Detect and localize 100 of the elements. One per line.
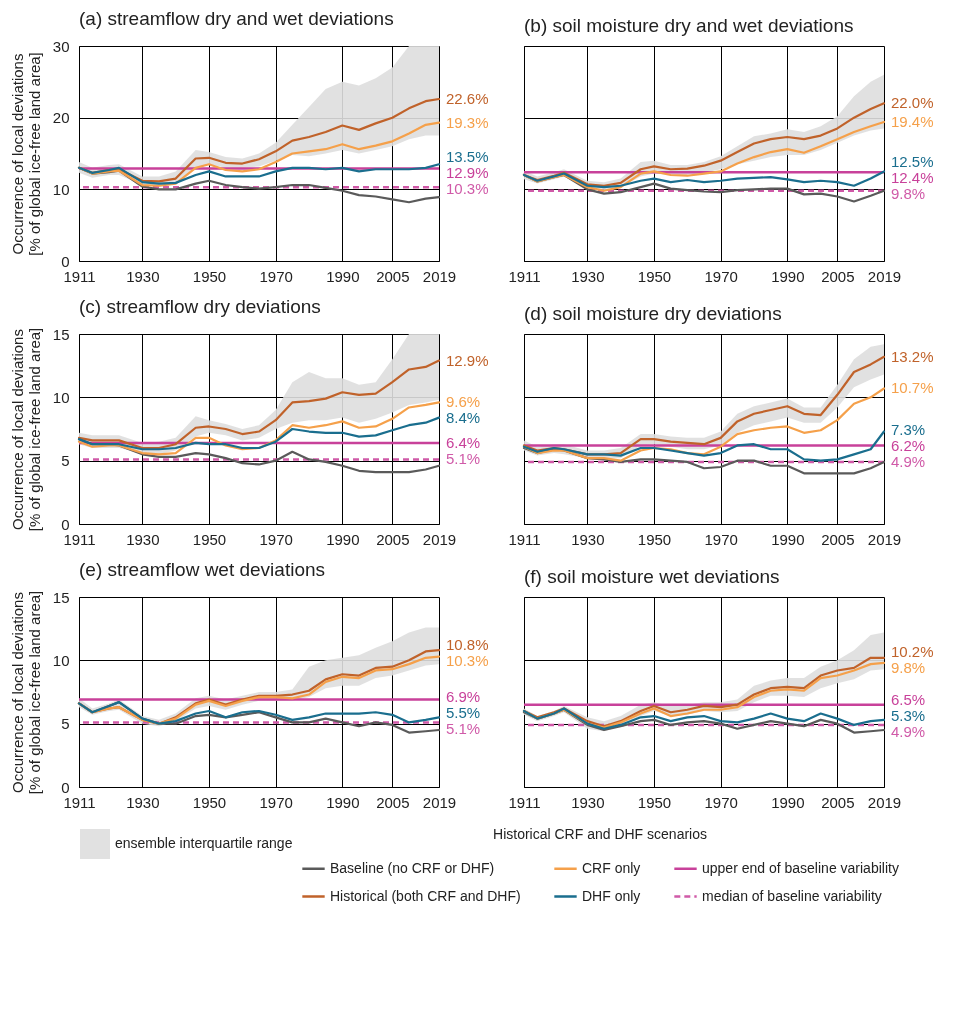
legend-label: upper end of baseline variability bbox=[702, 859, 899, 876]
y-tick-label: 10 bbox=[52, 651, 70, 669]
data-label: 5.5% bbox=[446, 704, 481, 722]
y-tick-label: 15 bbox=[52, 325, 70, 343]
x-tick-label: 1950 bbox=[637, 530, 672, 548]
x-tick-label: 1990 bbox=[771, 793, 805, 811]
x-tick-label: 1930 bbox=[126, 530, 160, 548]
text: 5.1% bbox=[446, 720, 481, 738]
data-label: 19.3% bbox=[446, 113, 489, 131]
data-label: 22.0% bbox=[891, 94, 934, 112]
y-tick-label: 5 bbox=[61, 715, 70, 733]
chart-title: (b) soil moisture dry and wet deviations bbox=[524, 14, 854, 36]
chart-title: (a) streamflow dry and wet deviations bbox=[79, 8, 394, 29]
data-label: 9.8% bbox=[891, 659, 926, 677]
text: 4.9% bbox=[891, 453, 926, 471]
y-tick-label: 5 bbox=[61, 452, 70, 470]
chart-title: (e) streamflow wet deviations bbox=[79, 559, 326, 580]
x-tick-label: 1970 bbox=[259, 793, 293, 811]
x-tick-label: 2005 bbox=[376, 267, 410, 285]
legend-label: Historical (both CRF and DHF) bbox=[330, 887, 521, 904]
text: 9.8% bbox=[891, 185, 926, 203]
chart-title: (f) soil moisture wet deviations bbox=[524, 565, 780, 587]
text: 6.9% bbox=[446, 688, 481, 706]
x-tick-label: 1990 bbox=[326, 793, 360, 811]
data-label: 10.3% bbox=[446, 652, 489, 670]
x-tick-label: 1930 bbox=[571, 530, 605, 548]
line-series bbox=[77, 163, 441, 185]
x-tick-label: 1930 bbox=[126, 267, 160, 285]
legend-title: Historical CRF and DHF scenarios bbox=[493, 826, 707, 842]
legend-label: CRF only bbox=[582, 859, 641, 876]
x-tick-label: 1970 bbox=[704, 530, 738, 548]
chart-title: (c) streamflow dry deviations bbox=[79, 296, 321, 317]
x-tick-label: 2005 bbox=[821, 267, 855, 285]
text: 12.4% bbox=[891, 169, 934, 187]
line-series bbox=[77, 416, 441, 451]
line-series bbox=[77, 359, 441, 450]
x-tick-label: 1911 bbox=[508, 267, 541, 285]
x-tick-label: 1911 bbox=[508, 530, 541, 548]
data-label: 19.4% bbox=[891, 112, 934, 130]
data-label: 10.8% bbox=[446, 636, 489, 654]
data-label: 12.9% bbox=[446, 351, 489, 369]
x-tick-label: 2019 bbox=[867, 793, 902, 811]
x-tick-label: 2019 bbox=[422, 793, 457, 811]
x-tick-label: 1911 bbox=[63, 530, 96, 548]
x-tick-label: 2005 bbox=[376, 530, 410, 548]
data-label: 7.3% bbox=[891, 421, 926, 439]
x-tick-label: 2019 bbox=[867, 267, 902, 285]
y-axis-title: Occurrence of local deviations [% of global ice-free land area] bbox=[8, 52, 43, 256]
x-tick-label: 1930 bbox=[571, 793, 605, 811]
y-tick-label: 0 bbox=[61, 778, 70, 796]
y-tick-label: 10 bbox=[52, 388, 70, 406]
text: 4.9% bbox=[891, 723, 926, 741]
data-label: 10.7% bbox=[891, 379, 934, 397]
x-tick-label: 2005 bbox=[376, 793, 410, 811]
line-series bbox=[77, 701, 441, 725]
x-tick-label: 1950 bbox=[192, 530, 227, 548]
text: 10.3% bbox=[446, 180, 489, 198]
data-label: 22.6% bbox=[446, 90, 489, 108]
line-series bbox=[77, 401, 441, 456]
x-tick-label: 2005 bbox=[821, 530, 855, 548]
x-tick-label: 1911 bbox=[508, 793, 541, 811]
x-tick-label: 1970 bbox=[704, 793, 738, 811]
text: 6.4% bbox=[446, 433, 481, 451]
legend-label: Baseline (no CRF or DHF) bbox=[330, 859, 495, 876]
x-tick-label: 1950 bbox=[192, 793, 227, 811]
y-tick-label: 20 bbox=[52, 109, 70, 127]
y-tick-label: 0 bbox=[61, 252, 70, 270]
x-tick-label: 2019 bbox=[422, 530, 457, 548]
data-label: 10.2% bbox=[891, 643, 934, 661]
x-tick-label: 1950 bbox=[637, 267, 672, 285]
x-tick-label: 1970 bbox=[259, 530, 293, 548]
y-tick-label: 15 bbox=[52, 588, 70, 606]
x-tick-label: 1970 bbox=[259, 267, 293, 285]
y-tick-label: 0 bbox=[61, 515, 70, 533]
x-tick-label: 1990 bbox=[326, 530, 360, 548]
x-tick-label: 1950 bbox=[192, 267, 227, 285]
x-tick-label: 1990 bbox=[326, 267, 360, 285]
data-label: 13.5% bbox=[446, 148, 489, 166]
text: 5.1% bbox=[446, 450, 481, 468]
x-tick-label: 1990 bbox=[771, 530, 805, 548]
x-tick-label: 1930 bbox=[126, 793, 160, 811]
x-tick-label: 2005 bbox=[821, 793, 855, 811]
x-tick-label: 1911 bbox=[63, 793, 96, 811]
x-tick-label: 2019 bbox=[867, 530, 902, 548]
x-tick-label: 1930 bbox=[571, 267, 605, 285]
data-label: 8.4% bbox=[446, 409, 481, 426]
x-tick-label: 1970 bbox=[704, 267, 738, 285]
x-tick-label: 1950 bbox=[637, 793, 672, 811]
data-label: 5.3% bbox=[891, 707, 926, 725]
x-tick-label: 2019 bbox=[422, 267, 457, 285]
y-axis-title: Occurrence of local deviations [% of global ice-free land area] bbox=[8, 327, 43, 532]
y-axis-title: Occurrence of local deviations [% of global ice-free land area] bbox=[8, 590, 43, 795]
y-tick-label: 10 bbox=[52, 180, 70, 198]
legend-label: median of baseline variability bbox=[702, 887, 882, 904]
chart-title: (d) soil moisture dry deviations bbox=[524, 302, 782, 324]
data-label: 12.5% bbox=[891, 153, 934, 171]
text: 12.9% bbox=[446, 164, 489, 182]
y-tick-label: 30 bbox=[52, 37, 70, 55]
data-label: 13.2% bbox=[891, 347, 934, 365]
x-tick-label: 1911 bbox=[63, 267, 96, 285]
